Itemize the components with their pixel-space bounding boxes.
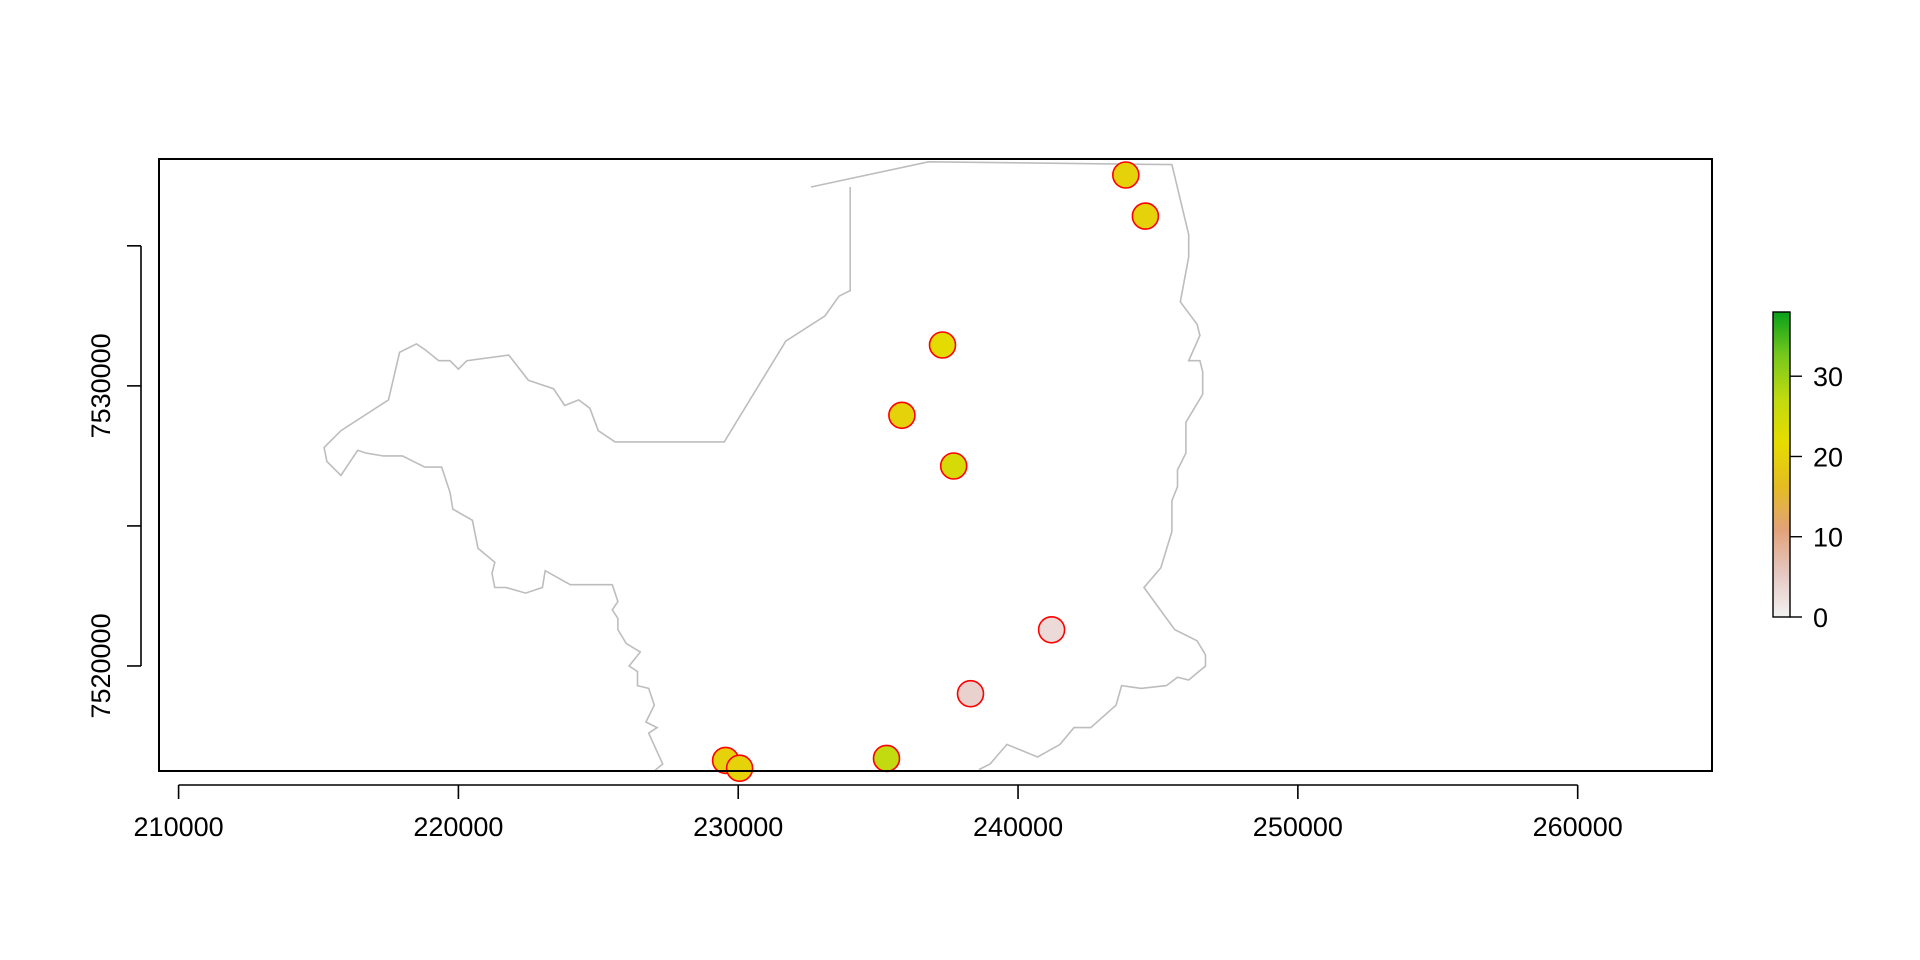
sample-point	[889, 402, 915, 428]
boundary-line	[324, 187, 850, 771]
colorbar-ramp	[1773, 312, 1790, 617]
y-tick-label: 7520000	[86, 613, 116, 718]
sample-point	[727, 755, 753, 781]
sample-point	[930, 332, 956, 358]
colorbar-tick-label: 0	[1813, 603, 1828, 633]
y-axis: 7520000 7530000	[86, 246, 141, 719]
colorbar-legend: 0 10 20 30	[1773, 312, 1843, 633]
colorbar-tick-label: 30	[1813, 362, 1843, 392]
sample-point	[874, 745, 900, 771]
x-tick-label: 260000	[1533, 812, 1623, 842]
y-tick-label: 7530000	[86, 333, 116, 438]
boundary-line	[811, 162, 1206, 770]
x-tick-label: 210000	[134, 812, 224, 842]
sample-point	[1132, 203, 1158, 229]
x-axis: 210000 220000 230000 240000 250000 260000	[134, 785, 1623, 842]
sample-points	[713, 162, 1159, 781]
sample-point	[1039, 617, 1065, 643]
sample-point	[958, 681, 984, 707]
sample-point	[1113, 162, 1139, 188]
colorbar-tick-label: 20	[1813, 442, 1843, 472]
x-tick-label: 240000	[973, 812, 1063, 842]
x-tick-label: 230000	[693, 812, 783, 842]
region-boundary	[324, 162, 1205, 771]
x-tick-label: 220000	[413, 812, 503, 842]
sample-point	[941, 453, 967, 479]
plot-frame	[159, 159, 1712, 771]
x-tick-label: 250000	[1253, 812, 1343, 842]
colorbar-tick-label: 10	[1813, 523, 1843, 553]
